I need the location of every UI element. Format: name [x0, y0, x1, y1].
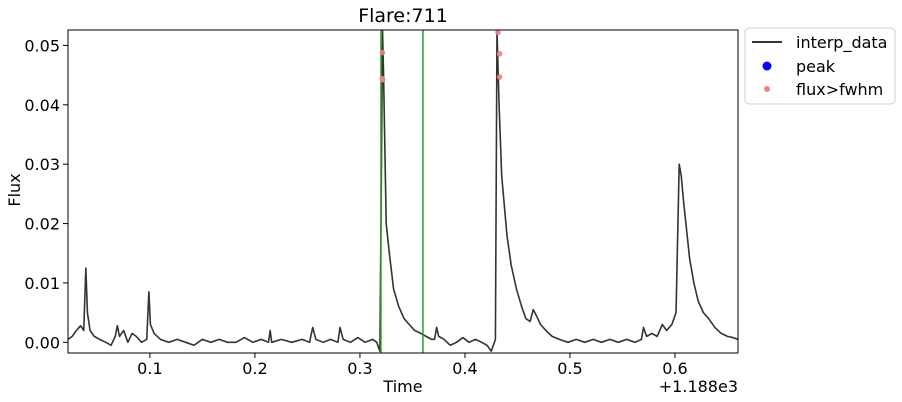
x-tick-label-0: 0.1	[137, 359, 162, 378]
legend-marker-flux-gt-fwhm	[764, 86, 770, 92]
y-axis-label: Flux	[5, 173, 24, 206]
axes-ticks: 0.1 0.2 0.3 0.4 0.5 0.6 0.00 0.01 0.02 0.03 0.04 0.…	[24, 36, 687, 378]
fwhm-point-2	[380, 77, 386, 83]
fwhm-point-3	[495, 30, 501, 36]
legend-label-peak: peak	[796, 57, 836, 76]
y-tick-label-1: 0.01	[24, 274, 60, 293]
legend-marker-peak	[762, 61, 772, 71]
legend-label-flux-gt-fwhm: flux>fwhm	[796, 80, 883, 99]
x-tick-label-3: 0.4	[452, 359, 477, 378]
fwhm-point-0	[379, 49, 386, 56]
x-tick-label-2: 0.3	[347, 359, 372, 378]
y-tick-label-4: 0.04	[24, 96, 60, 115]
fwhm-point-5	[496, 74, 503, 80]
x-tick-label-4: 0.5	[557, 359, 582, 378]
x-tick-label-1: 0.2	[242, 359, 267, 378]
x-tick-label-5: 0.6	[662, 359, 687, 378]
x-axis-label: Time	[382, 377, 422, 396]
series-line-interp_data	[68, 30, 738, 353]
y-tick-label-0: 0.00	[24, 333, 60, 352]
y-tick-label-3: 0.03	[24, 155, 60, 174]
plot-frame	[67, 29, 739, 354]
x-offset-label: +1.188e3	[659, 377, 738, 396]
chart-title: Flare:711	[358, 5, 448, 27]
plot-area	[68, 30, 738, 353]
y-tick-label-5: 0.05	[24, 36, 60, 55]
y-tick-label-2: 0.02	[24, 215, 60, 234]
legend: interp_data peak flux>fwhm	[744, 27, 896, 105]
fwhm-point-4	[496, 50, 503, 57]
legend-box	[744, 27, 896, 105]
legend-label-interp_data: interp_data	[796, 33, 887, 53]
